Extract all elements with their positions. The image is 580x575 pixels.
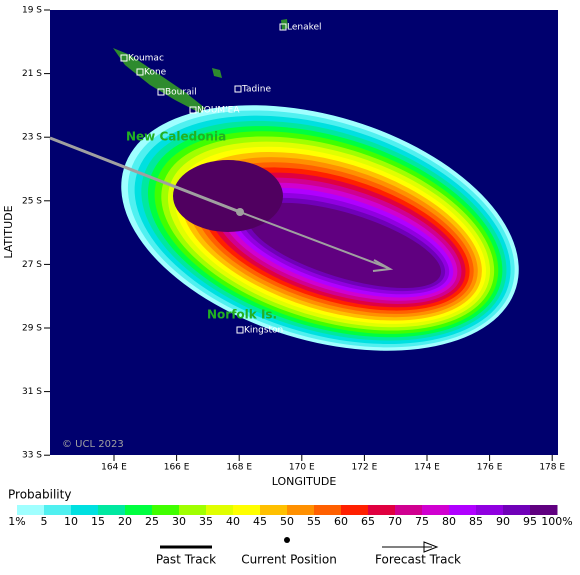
legend-label: 10 (64, 515, 78, 528)
place-marker (234, 85, 242, 93)
legend-swatch (503, 505, 531, 515)
place-marker (236, 326, 244, 334)
region-label: Norfolk Is. (207, 308, 277, 322)
legend-label: 35 (199, 515, 213, 528)
x-tick-label: 178 E (539, 463, 565, 473)
y-tick-label: 19 S (22, 6, 42, 16)
legend-label: 1% (8, 515, 25, 528)
legend-swatch (98, 505, 126, 515)
legend-swatch (17, 505, 45, 515)
x-tick-label: 170 E (289, 463, 315, 473)
y-tick-label: 25 S (22, 196, 42, 206)
y-tick-label: 31 S (22, 387, 42, 397)
x-tick-label: 172 E (352, 463, 378, 473)
y-tick-label: 29 S (22, 324, 42, 334)
place-label: Kone (144, 68, 167, 78)
current-position (236, 208, 244, 216)
x-tick-label: 176 E (477, 463, 503, 473)
place-marker (189, 106, 197, 114)
x-tick-label: 166 E (164, 463, 190, 473)
probability-band (247, 202, 442, 288)
legend-swatch (260, 505, 288, 515)
legend-swatch (530, 505, 558, 515)
legend-swatch (233, 505, 261, 515)
island (212, 68, 222, 78)
legend-label: 30 (172, 515, 186, 528)
place-marker (279, 23, 287, 31)
legend-swatch (44, 505, 72, 515)
legend-swatch (152, 505, 180, 515)
legend-label: 20 (118, 515, 132, 528)
new-caledonia-land (113, 48, 205, 113)
legend-label: Current Position (241, 553, 337, 567)
legend-label: 45 (253, 515, 267, 528)
place-marker (120, 54, 128, 62)
place-label: NOUM'EA (197, 106, 240, 116)
place-label: Lenakel (287, 23, 322, 33)
legend-label: 15 (91, 515, 105, 528)
legend-label: 25 (145, 515, 159, 528)
region-label: New Caledonia (126, 130, 226, 144)
past-track (49, 136, 241, 214)
legend-swatch (395, 505, 423, 515)
place-label: Koumac (128, 54, 164, 64)
legend-swatch (449, 505, 477, 515)
legend-label: 85 (469, 515, 483, 528)
probability-core (173, 160, 283, 232)
place-marker (157, 88, 165, 96)
legend-label: 90 (496, 515, 510, 528)
y-tick-label: 23 S (22, 133, 42, 143)
probability-swath (121, 105, 519, 351)
legend-title: Probability (8, 488, 71, 502)
current-position-key (284, 537, 290, 543)
legend-label: Forecast Track (375, 553, 461, 567)
legend-label: 75 (415, 515, 429, 528)
place-label: Kingston (244, 326, 283, 336)
legend-label: 65 (361, 515, 375, 528)
legend-swatch (422, 505, 450, 515)
y-tick-label: 21 S (22, 69, 42, 79)
legend-swatch (341, 505, 369, 515)
forecast-arrow (372, 259, 394, 272)
legend-swatch (125, 505, 153, 515)
legend-swatch (287, 505, 315, 515)
y-axis-title: LATITUDE (2, 205, 15, 258)
legend-label: 40 (226, 515, 240, 528)
legend-label: 70 (388, 515, 402, 528)
legend-swatch (368, 505, 396, 515)
legend-swatch (206, 505, 234, 515)
y-tick-label: 27 S (22, 260, 42, 270)
legend-label: Past Track (156, 553, 216, 567)
y-tick-label: 33 S (22, 451, 42, 461)
legend-label: 5 (41, 515, 48, 528)
place-marker (136, 68, 144, 76)
legend-swatch (314, 505, 342, 515)
place-label: Tadine (241, 85, 271, 95)
legend-swatch (71, 505, 99, 515)
legend-label: 55 (307, 515, 321, 528)
forecast-arrow-key (423, 541, 439, 553)
x-axis-title: LONGITUDE (272, 475, 337, 488)
legend-swatch (476, 505, 504, 515)
legend-label: 80 (442, 515, 456, 528)
place-label: Bourail (165, 88, 197, 98)
x-tick-label: 164 E (101, 463, 127, 473)
legend-swatch (179, 505, 207, 515)
x-tick-label: 168 E (226, 463, 252, 473)
legend-label: 95 (523, 515, 537, 528)
legend-label: 60 (334, 515, 348, 528)
credit: © UCL 2023 (62, 439, 124, 450)
legend-label: 100% (541, 515, 572, 528)
x-tick-label: 174 E (414, 463, 440, 473)
legend-label: 50 (280, 515, 294, 528)
forecast-track (239, 211, 389, 269)
